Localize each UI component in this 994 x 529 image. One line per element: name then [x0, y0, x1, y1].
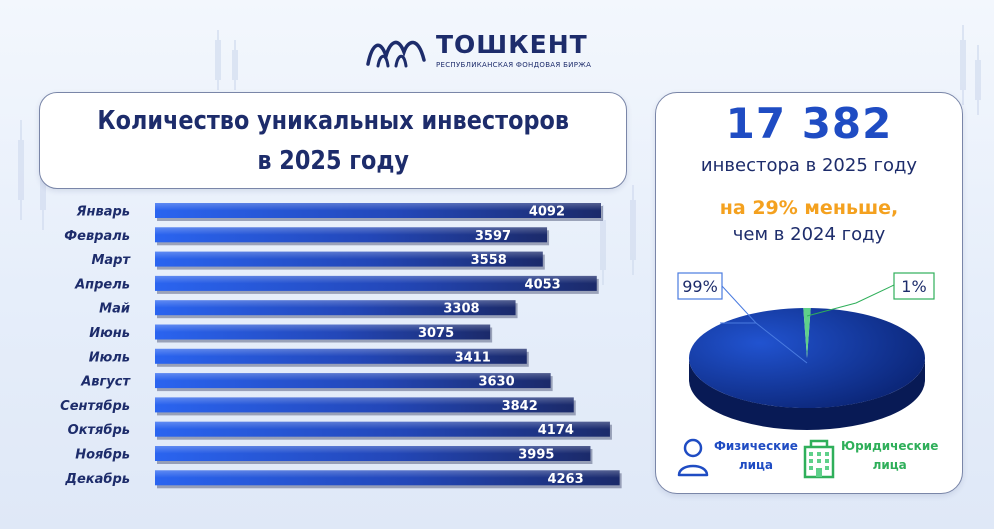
logo-tagline: РЕСПУБЛИКАНСКАЯ ФОНДОВАЯ БИРЖА	[436, 61, 592, 69]
bar-highlight	[155, 348, 527, 357]
bar-highlight	[155, 275, 597, 284]
bar-value-label: 4174	[538, 423, 574, 438]
bar-value-label: 3630	[478, 375, 514, 390]
total-investors: 17 382	[725, 99, 893, 148]
legend-legal-entities: Юридические лица	[801, 437, 938, 479]
bar-value-label: 3842	[502, 399, 538, 414]
bar-highlight	[155, 470, 620, 478]
legend-individuals-line-2: лица	[738, 458, 774, 472]
bar-highlight	[155, 421, 610, 430]
legend-legal-line-1: Юридические	[841, 439, 939, 453]
bar-category-label: Январь	[75, 205, 130, 220]
bar-value-label: 4263	[547, 472, 583, 487]
bar-value-label: 3411	[455, 350, 491, 365]
bar-highlight	[155, 446, 591, 454]
bar-value-label: 3558	[471, 253, 507, 268]
legend-legal-line-2: лица	[872, 458, 907, 472]
bar-highlight	[155, 397, 574, 405]
bar-highlight	[155, 300, 516, 308]
bar-category-label: Май	[99, 302, 130, 317]
bar-category-label: Июль	[89, 350, 130, 365]
bar-value-label: 3075	[418, 326, 454, 341]
logo-name: ТОШКЕНТ	[436, 30, 588, 59]
bar-value-label: 3995	[518, 448, 554, 463]
bar-highlight	[155, 324, 491, 332]
bar-category-label: Декабрь	[64, 472, 130, 487]
year-over-year-change: на 29% меньше,	[719, 197, 899, 219]
exchange-logo: ТОШКЕНТ РЕСПУБЛИКАНСКАЯ ФОНДОВАЯ БИРЖА	[364, 28, 594, 74]
legend-individuals-line-1: Физические	[714, 439, 798, 453]
year-over-year-change-label: чем в 2024 году	[732, 224, 886, 245]
person-icon	[677, 438, 709, 477]
bar-category-label: Август	[80, 375, 131, 390]
pie-side	[689, 358, 925, 430]
bar-category-label: Октябрь	[68, 423, 130, 438]
bar-value-label: 3308	[443, 302, 479, 317]
pie-callout-connector-individuals	[721, 285, 757, 324]
pie-label-individuals: 99%	[682, 277, 718, 296]
bar-category-label: Ноябрь	[75, 448, 130, 463]
bar-category-label: Сентябрь	[60, 399, 130, 414]
pie-label-legal: 1%	[901, 277, 926, 296]
bar-category-label: Апрель	[74, 277, 130, 292]
pie-callout-box-legal	[893, 272, 935, 300]
bar-category-label: Июнь	[89, 326, 130, 341]
legend-individuals: Физические лица	[676, 437, 798, 477]
summary-panel: 17 382 инвестора в 2025 году на 29% мень…	[655, 92, 963, 494]
pie-slice-individuals	[689, 308, 925, 408]
bar-category-label: Март	[91, 253, 131, 268]
bar-value-label: 4053	[525, 277, 561, 292]
bar-highlight	[155, 373, 551, 381]
bar-value-label: 3597	[475, 229, 511, 244]
chart-title-box: Количество уникальных инвесторов в 2025 …	[39, 92, 627, 189]
bar-category-label: Февраль	[64, 229, 130, 244]
chart-title-line-1: Количество уникальных инвесторов	[97, 105, 569, 136]
pie-slice-legal-entities	[803, 308, 811, 358]
monthly-investors-bar-chart: Январь 4092 Февраль 3597 Март 3558 Апрель 4053 М…	[60, 203, 622, 489]
chart-title-line-2: в 2025 году	[257, 145, 409, 176]
office-building-icon	[803, 439, 835, 479]
bar-highlight	[155, 203, 601, 211]
total-investors-label: инвестора в 2025 году	[700, 155, 918, 176]
logo-mark-icon	[366, 40, 426, 68]
pie-callout-box-individuals	[677, 272, 723, 300]
pie-callout-line-legal	[806, 284, 895, 317]
bar-highlight	[155, 227, 548, 235]
investor-type-pie-chart: 99% 1%	[677, 272, 935, 430]
bar-value-label: 4092	[529, 205, 565, 220]
bar-highlight	[155, 251, 543, 260]
